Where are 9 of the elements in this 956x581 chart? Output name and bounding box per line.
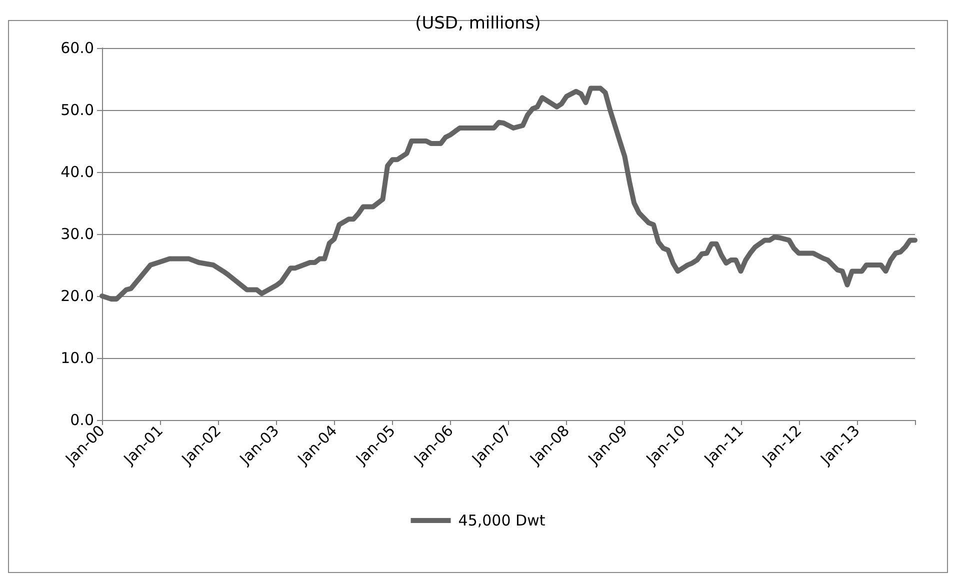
chart-title: (USD, millions) [415, 14, 541, 34]
y-tick-label: 0.0 [70, 411, 94, 429]
y-tick-label: 50.0 [60, 101, 94, 119]
y-tick-label: 10.0 [60, 349, 94, 367]
y-tick-label: 30.0 [60, 225, 94, 243]
y-tick-label: 40.0 [60, 163, 94, 181]
legend-label: 45,000 Dwt [458, 512, 546, 530]
y-tick-label: 20.0 [60, 287, 94, 305]
y-tick-label: 60.0 [60, 39, 94, 57]
